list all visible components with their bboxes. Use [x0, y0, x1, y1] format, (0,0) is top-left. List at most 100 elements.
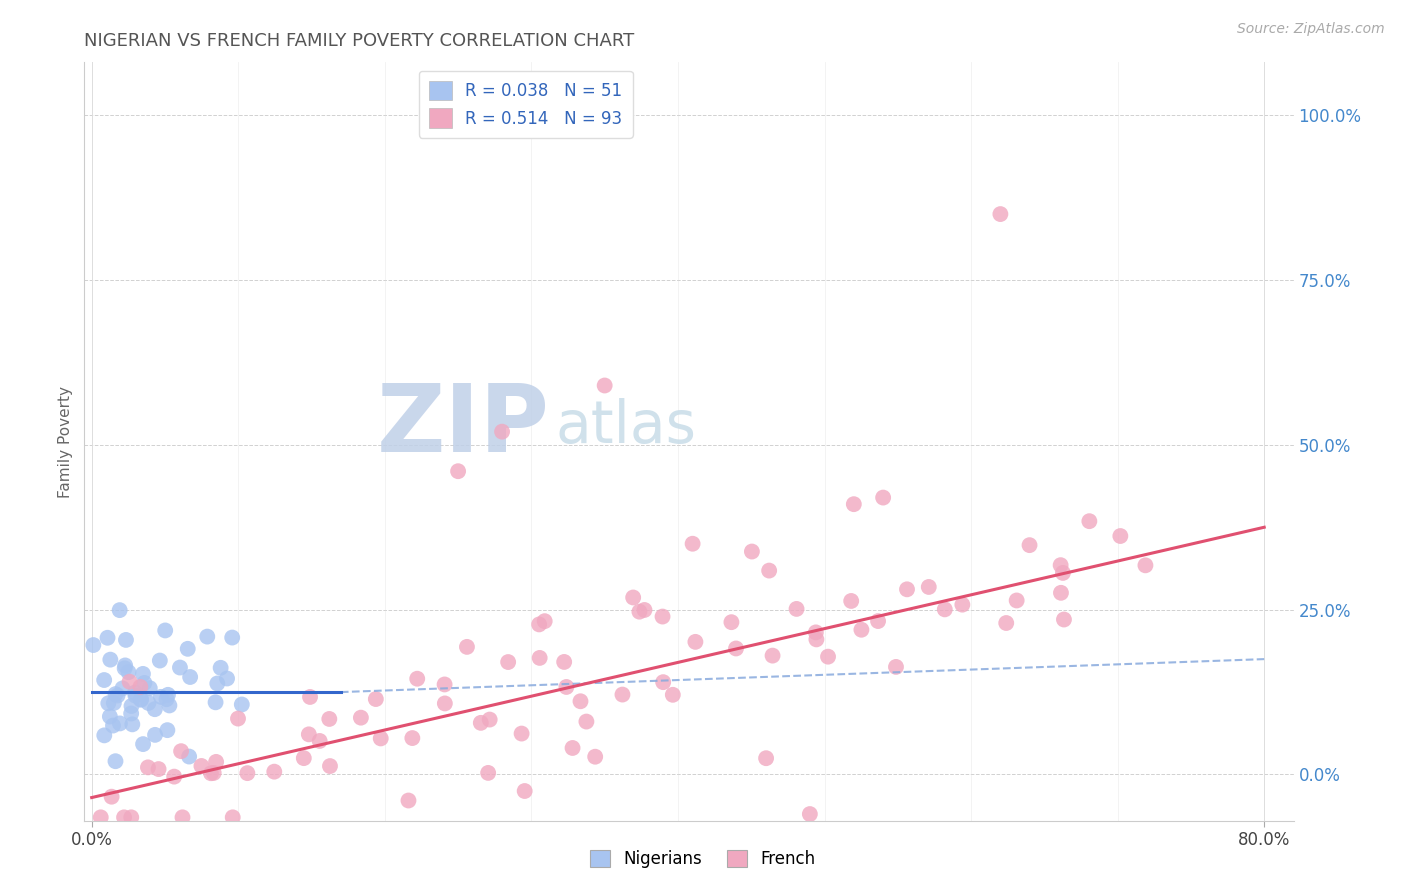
Point	[447, 464, 470, 478]
Point	[129, 680, 152, 694]
Point	[398, 793, 420, 807]
Point	[93, 728, 115, 742]
Point	[129, 692, 152, 706]
Point	[222, 810, 245, 824]
Point	[842, 497, 865, 511]
Y-axis label: Family Poverty: Family Poverty	[58, 385, 73, 498]
Text: atlas: atlas	[555, 398, 697, 455]
Point	[478, 713, 501, 727]
Point	[741, 544, 763, 558]
Point	[209, 661, 232, 675]
Point	[204, 695, 226, 709]
Point	[799, 807, 821, 822]
Point	[108, 603, 131, 617]
Point	[761, 648, 783, 663]
Point	[100, 789, 122, 804]
Point	[612, 688, 634, 702]
Point	[685, 635, 707, 649]
Text: NIGERIAN VS FRENCH FAMILY POVERTY CORRELATION CHART: NIGERIAN VS FRENCH FAMILY POVERTY CORREL…	[84, 32, 634, 50]
Point	[851, 623, 873, 637]
Point	[406, 672, 429, 686]
Point	[758, 564, 780, 578]
Point	[136, 760, 159, 774]
Point	[786, 602, 808, 616]
Point	[111, 681, 134, 696]
Point	[401, 731, 423, 745]
Point	[1053, 613, 1076, 627]
Point	[918, 580, 941, 594]
Point	[682, 537, 704, 551]
Point	[839, 594, 862, 608]
Point	[149, 654, 172, 668]
Text: Source: ZipAtlas.com: Source: ZipAtlas.com	[1237, 22, 1385, 37]
Legend: Nigerians, French: Nigerians, French	[583, 843, 823, 875]
Point	[575, 714, 598, 729]
Point	[114, 661, 136, 675]
Point	[104, 754, 127, 768]
Point	[513, 784, 536, 798]
Point	[98, 709, 121, 723]
Text: ZIP: ZIP	[377, 380, 550, 473]
Point	[143, 728, 166, 742]
Point	[143, 702, 166, 716]
Point	[190, 759, 212, 773]
Point	[179, 749, 201, 764]
Point	[170, 744, 193, 758]
Point	[107, 689, 129, 703]
Point	[1052, 566, 1074, 580]
Point	[651, 609, 673, 624]
Point	[593, 378, 616, 392]
Point	[806, 632, 828, 647]
Point	[308, 734, 330, 748]
Point	[120, 706, 142, 721]
Point	[139, 681, 162, 695]
Point	[561, 741, 583, 756]
Point	[529, 651, 551, 665]
Point	[755, 751, 778, 765]
Point	[510, 726, 533, 740]
Point	[1109, 529, 1132, 543]
Point	[292, 751, 315, 765]
Point	[148, 762, 170, 776]
Point	[934, 602, 956, 616]
Point	[200, 766, 222, 780]
Point	[169, 660, 191, 674]
Point	[990, 207, 1012, 221]
Point	[884, 660, 907, 674]
Point	[1018, 538, 1040, 552]
Point	[124, 689, 146, 703]
Point	[215, 672, 238, 686]
Point	[118, 674, 141, 689]
Point	[153, 624, 176, 638]
Point	[120, 810, 142, 824]
Point	[470, 715, 492, 730]
Point	[156, 688, 179, 702]
Point	[93, 673, 115, 687]
Point	[364, 692, 387, 706]
Point	[662, 688, 685, 702]
Point	[896, 582, 918, 597]
Point	[101, 718, 124, 732]
Point	[633, 603, 655, 617]
Point	[720, 615, 742, 630]
Point	[950, 598, 973, 612]
Point	[115, 632, 138, 647]
Point	[207, 676, 229, 690]
Point	[172, 810, 194, 824]
Point	[112, 810, 135, 824]
Point	[1078, 514, 1101, 528]
Point	[370, 731, 392, 746]
Point	[117, 665, 139, 680]
Point	[90, 810, 112, 824]
Point	[621, 591, 644, 605]
Point	[179, 670, 201, 684]
Point	[628, 605, 651, 619]
Point	[533, 614, 555, 628]
Point	[221, 631, 243, 645]
Point	[157, 698, 180, 713]
Point	[318, 712, 340, 726]
Point	[299, 690, 322, 704]
Point	[724, 641, 747, 656]
Point	[804, 625, 827, 640]
Point	[149, 690, 172, 704]
